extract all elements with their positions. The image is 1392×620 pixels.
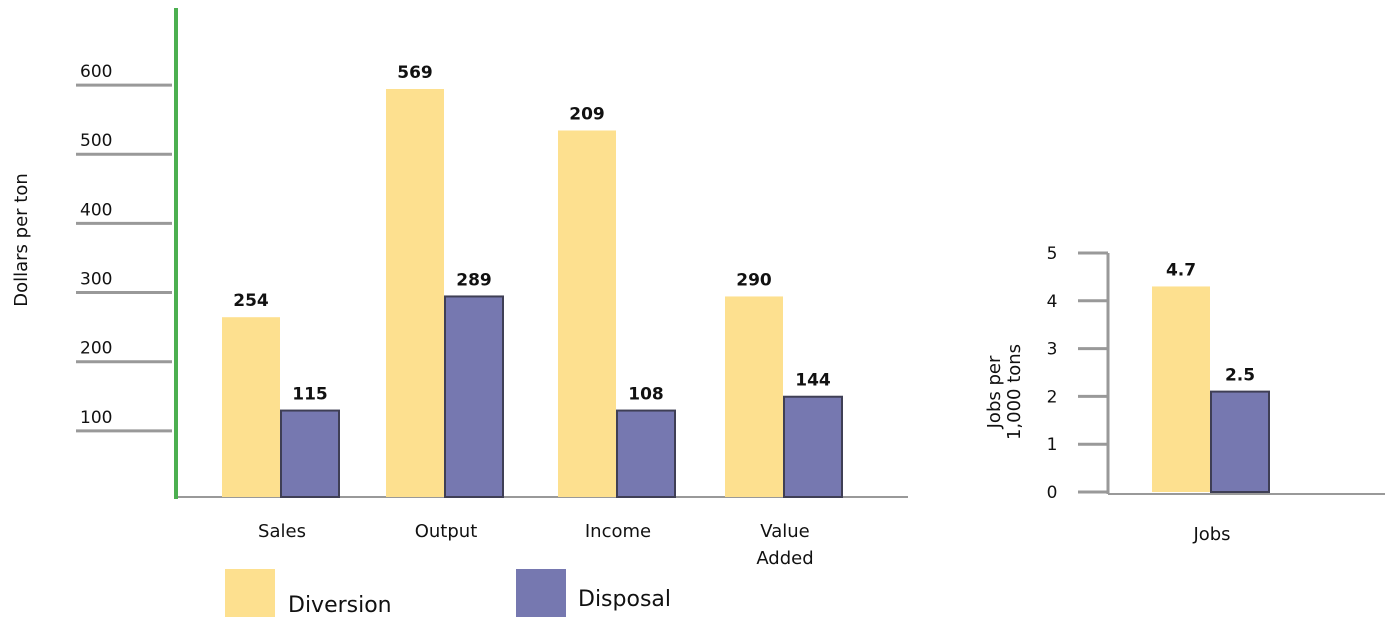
data-label-diversion: 290 — [736, 270, 772, 290]
data-label-diversion: 209 — [569, 104, 605, 124]
category-label: Sales — [258, 521, 306, 542]
y-tick-label: 100 — [80, 408, 112, 428]
legend-swatch-diversion — [225, 569, 275, 617]
legend-label-disposal: Disposal — [578, 587, 671, 612]
category-label: Income — [585, 521, 651, 542]
bar-diversion-value-added — [725, 296, 783, 497]
y-tick-label: 300 — [80, 270, 112, 290]
data-label-disposal: 144 — [795, 371, 831, 391]
bar-disposal-sales — [280, 409, 340, 498]
data-label-jobs-diversion: 4.7 — [1166, 260, 1196, 280]
bar-diversion-output — [386, 88, 444, 497]
bar-disposal-output — [444, 295, 504, 499]
y-tick-label: 600 — [80, 62, 112, 82]
right-y-tick-label: 4 — [1047, 292, 1058, 312]
category-label-jobs: Jobs — [1192, 524, 1230, 545]
bar-diversion-sales — [222, 317, 280, 497]
category-label: Value — [760, 521, 809, 542]
data-label-disposal: 115 — [292, 385, 328, 405]
data-label-jobs-disposal: 2.5 — [1225, 366, 1255, 386]
data-label-disposal: 108 — [628, 385, 664, 405]
data-label-diversion: 254 — [233, 291, 269, 311]
right-y-tick-label: 5 — [1047, 244, 1058, 264]
right-y-axis-title: Jobs per — [984, 355, 1005, 429]
right-y-tick-label: 2 — [1047, 387, 1058, 407]
y-tick-label: 200 — [80, 339, 112, 359]
bar-disposal-income — [616, 409, 676, 498]
y-tick-label: 400 — [80, 200, 112, 220]
y-tick-label: 500 — [80, 131, 112, 151]
right-y-axis-title: 1,000 tons — [1004, 344, 1025, 440]
bar-diversion-income — [558, 130, 616, 497]
right-y-tick-label: 3 — [1047, 340, 1058, 360]
category-label: Output — [415, 521, 478, 542]
bar-jobs-disposal — [1210, 390, 1270, 493]
data-label-disposal: 289 — [456, 270, 492, 290]
legend-swatch-disposal — [516, 569, 566, 617]
category-label: Added — [756, 548, 813, 569]
right-y-tick-label: 0 — [1047, 483, 1058, 503]
bar-disposal-value-added — [783, 395, 843, 499]
data-label-diversion: 569 — [397, 63, 433, 83]
legend-label-diversion: Diversion — [288, 593, 392, 618]
y-axis-title: Dollars per ton — [11, 173, 32, 307]
bar-jobs-diversion — [1152, 286, 1210, 492]
right-y-tick-label: 1 — [1047, 435, 1058, 455]
